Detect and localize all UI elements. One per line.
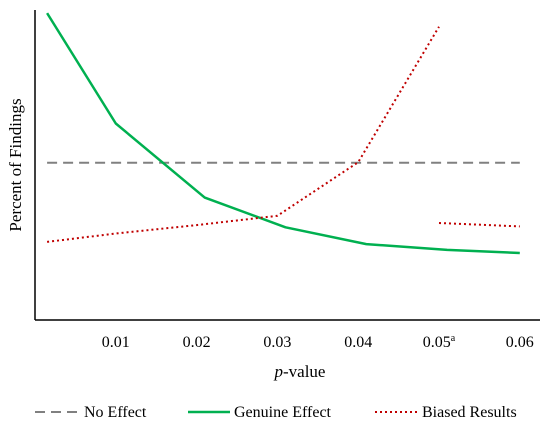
x-tick-label: 0.04 xyxy=(344,334,372,351)
x-axis-title: p-value xyxy=(274,362,326,381)
x-tick-label: 0.02 xyxy=(183,334,211,351)
legend-label-no-effect: No Effect xyxy=(84,404,147,421)
x-tick-label: 0.05a xyxy=(423,333,456,351)
x-tick-labels: 0.01 0.02 0.03 0.04 0.05a 0.06 xyxy=(102,333,534,351)
x-tick-label: 0.06 xyxy=(506,334,534,351)
plot-lines xyxy=(46,12,520,255)
series-line-biased-results-1 xyxy=(46,26,440,243)
x-tick-label: 0.01 xyxy=(102,334,130,351)
x-axis-title-rest: -value xyxy=(283,362,325,381)
x-axis-title-italic: p xyxy=(274,362,284,381)
legend-label-genuine-effect: Genuine Effect xyxy=(234,404,332,421)
series-line-biased-results-2 xyxy=(438,222,520,228)
y-axis-title: Percent of Findings xyxy=(6,98,25,231)
x-tick-label: 0.03 xyxy=(263,334,291,351)
legend-label-biased-results: Biased Results xyxy=(422,404,517,421)
legend: No Effect Genuine Effect Biased Results xyxy=(35,404,517,421)
series-line-genuine-effect-1 xyxy=(46,12,520,255)
